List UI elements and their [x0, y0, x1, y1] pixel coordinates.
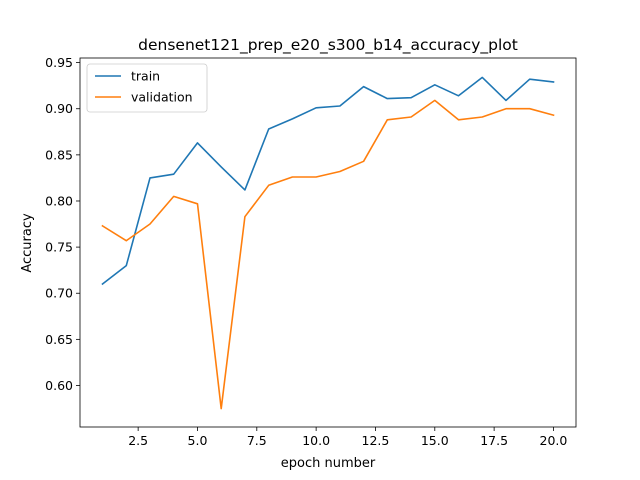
x-tick-label: 17.5 [480, 433, 508, 448]
x-axis-ticks: 2.5 5.0 7.5 10.0 12.5 15.0 17.5 20.0 [128, 427, 567, 448]
series-line-train [101, 76, 555, 286]
chart-title: densenet121_prep_e20_s300_b14_accuracy_p… [138, 36, 518, 55]
y-tick-label: 0.65 [45, 332, 73, 347]
x-tick-label: 15.0 [421, 433, 449, 448]
x-tick-label: 12.5 [362, 433, 390, 448]
x-tick-label: 5.0 [188, 433, 208, 448]
y-axis-ticks: 0.60 0.65 0.70 0.75 0.80 0.85 0.90 0.95 [45, 55, 80, 393]
y-tick-label: 0.85 [45, 147, 73, 162]
x-tick-label: 20.0 [540, 433, 568, 448]
y-tick-label: 0.90 [45, 101, 73, 116]
series-layer [101, 76, 555, 410]
y-axis-label: Accuracy [20, 213, 35, 273]
legend-label-validation: validation [131, 90, 193, 105]
x-axis-label: epoch number [281, 456, 376, 471]
x-tick-label: 7.5 [247, 433, 267, 448]
plot-frame [79, 57, 577, 428]
x-tick-label: 10.0 [302, 433, 330, 448]
y-tick-label: 0.60 [45, 378, 73, 393]
y-tick-label: 0.70 [45, 286, 73, 301]
legend-label-train: train [131, 69, 160, 84]
series-line-validation [101, 99, 555, 410]
x-tick-label: 2.5 [128, 433, 148, 448]
legend: train validation [86, 63, 208, 113]
y-tick-label: 0.95 [45, 55, 73, 70]
y-tick-label: 0.75 [45, 240, 73, 255]
y-tick-label: 0.80 [45, 193, 73, 208]
